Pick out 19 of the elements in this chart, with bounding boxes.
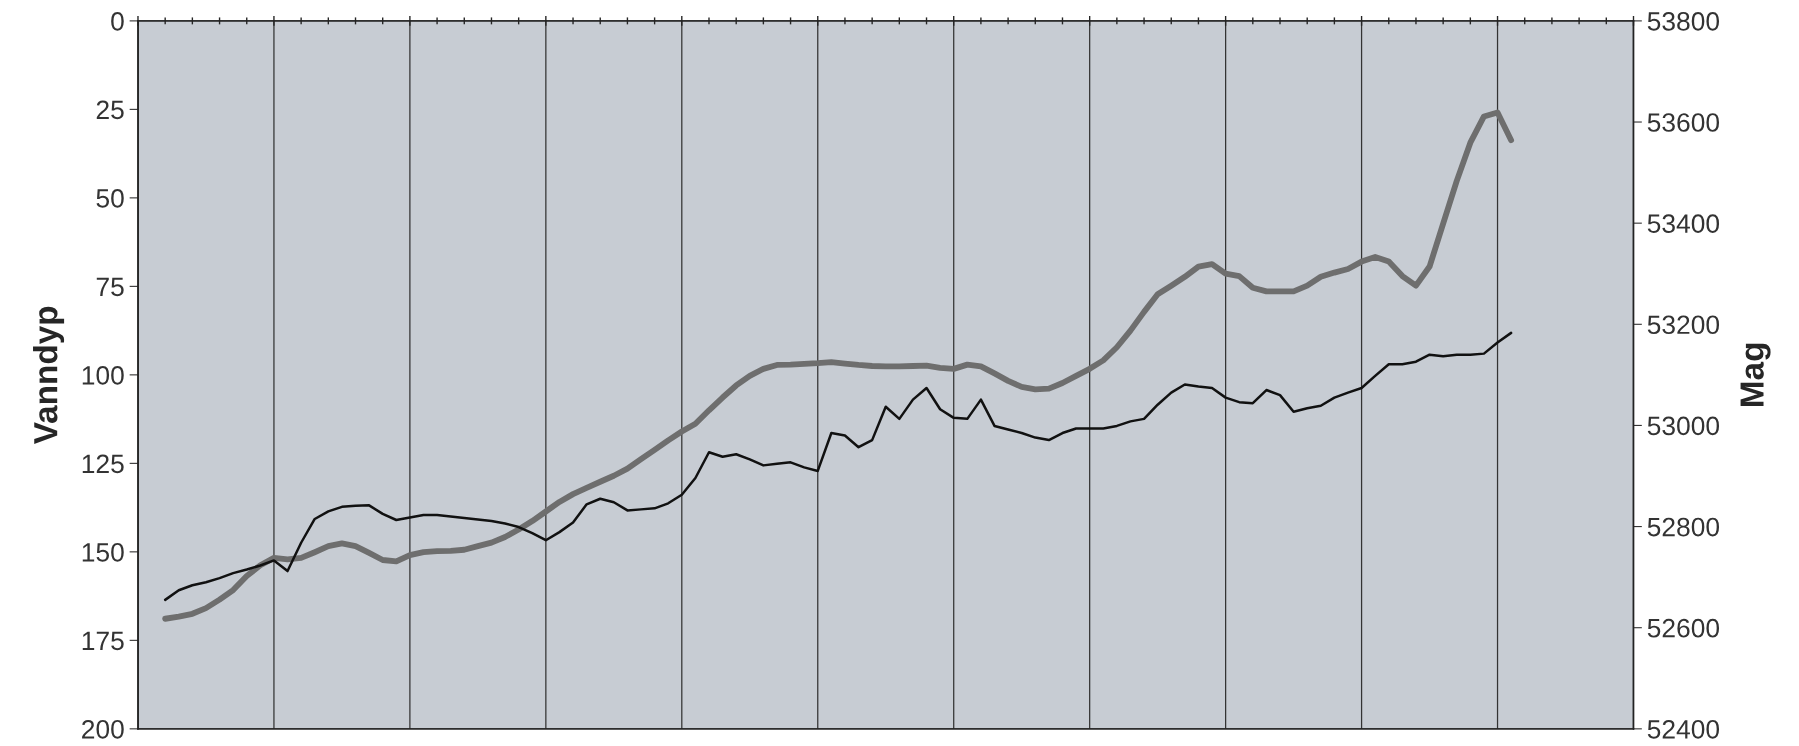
y-tick-label: 175: [82, 631, 124, 651]
y2-tick-label: 52400: [1647, 719, 1720, 739]
y-tick-label: 150: [82, 542, 124, 562]
y2-tick-label: 53800: [1647, 12, 1720, 31]
y2-tick-label: 52600: [1647, 618, 1720, 638]
y-tick-label: 50: [96, 189, 124, 208]
y2-tick-label: 53400: [1647, 214, 1720, 233]
y2-axis-title: Mag: [1740, 343, 1771, 406]
y-tick-label: 75: [96, 277, 124, 297]
y-tick-label: 125: [82, 454, 124, 474]
y-tick-label: 200: [82, 719, 124, 739]
y2-tick-label: 53600: [1647, 113, 1720, 132]
y2-tick-label: 53000: [1647, 416, 1720, 436]
y2-tick-label: 52800: [1647, 517, 1720, 537]
y-tick-label: 100: [82, 366, 124, 385]
y-tick-label: 25: [96, 100, 124, 120]
y2-tick-label: 53200: [1647, 315, 1720, 335]
y-axis-title: Vanndyp: [33, 306, 65, 445]
y-tick-label: 0: [111, 12, 124, 31]
